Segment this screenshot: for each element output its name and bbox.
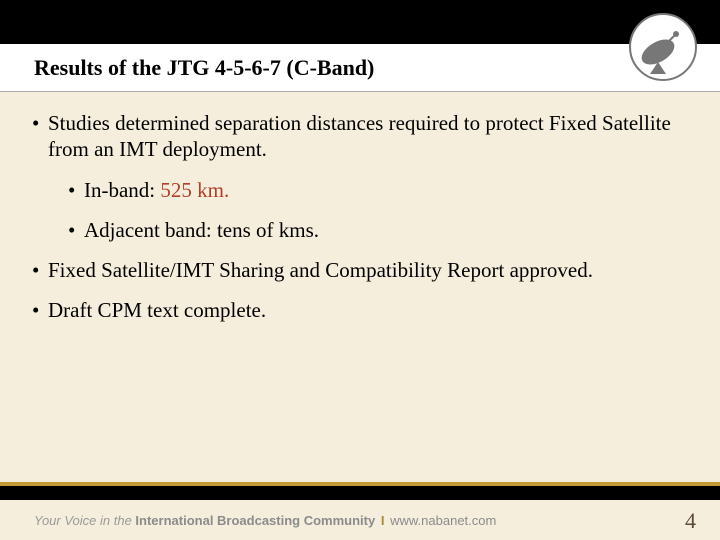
title-row: Results of the JTG 4-5-6-7 (C-Band) (0, 44, 720, 92)
slide-title: Results of the JTG 4-5-6-7 (C-Band) (34, 55, 374, 81)
bullet-2: Fixed Satellite/IMT Sharing and Compatib… (34, 257, 686, 283)
top-bar (0, 0, 720, 44)
footer-band (0, 482, 720, 500)
footer-tagline-prefix: Your Voice in the (34, 513, 135, 528)
bullet-3: Draft CPM text complete. (34, 297, 686, 323)
footer-separator: I (381, 513, 385, 528)
slide: Results of the JTG 4-5-6-7 (C-Band) Stud… (0, 0, 720, 540)
page-number: 4 (685, 508, 696, 534)
bullet-1: Studies determined separation distances … (34, 110, 686, 243)
bullet-1-text: Studies determined separation distances … (48, 111, 671, 161)
bullet-1a-value: 525 km. (160, 178, 229, 202)
bullet-1a: In-band: 525 km. (70, 177, 686, 203)
satellite-dish-icon (628, 12, 698, 82)
footer-url: www.nabanet.com (390, 513, 496, 528)
slide-body: Studies determined separation distances … (34, 110, 686, 338)
footer-text: Your Voice in the International Broadcas… (34, 513, 496, 528)
bullet-1b: Adjacent band: tens of kms. (70, 217, 686, 243)
bullet-1a-prefix: In-band: (84, 178, 160, 202)
footer-tagline-bold: International Broadcasting Community (135, 513, 375, 528)
